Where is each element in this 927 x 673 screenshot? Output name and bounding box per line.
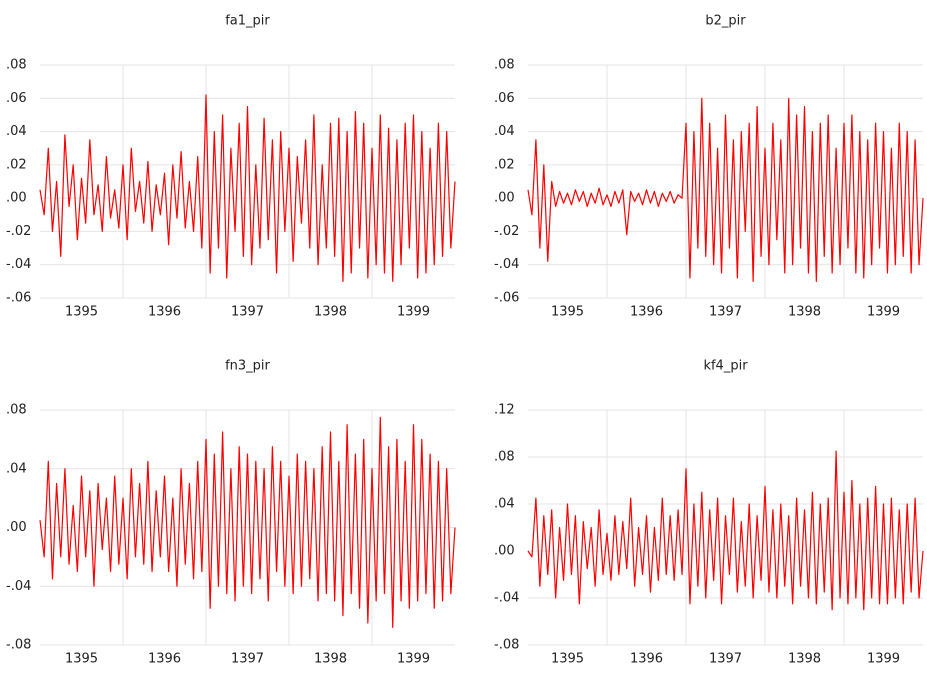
y-tick-label: .04 (494, 124, 515, 139)
y-tick-label: .00 (494, 544, 515, 559)
y-tick-label: .00 (494, 191, 515, 206)
y-tick-label: .08 (494, 58, 515, 73)
data-line (40, 95, 455, 281)
x-tick-label: 1397 (231, 305, 264, 320)
x-tick-label: 1396 (148, 305, 181, 320)
panel-title: b2_pir (705, 14, 746, 29)
y-tick-label: .04 (494, 497, 515, 512)
y-tick-label: .06 (6, 91, 27, 106)
y-tick-label: .08 (6, 58, 27, 73)
x-tick-label: 1396 (630, 652, 663, 667)
x-tick-label: 1397 (231, 652, 264, 667)
y-tick-label: .00 (6, 520, 27, 535)
y-tick-label: -.08 (6, 638, 31, 653)
x-tick-label: 1396 (630, 305, 663, 320)
data-line (528, 98, 923, 281)
x-tick-label: 1398 (314, 652, 347, 667)
x-tick-label: 1395 (65, 305, 98, 320)
x-tick-label: 1399 (397, 305, 430, 320)
x-tick-label: 1396 (148, 652, 181, 667)
y-tick-label: .08 (494, 450, 515, 465)
data-line (40, 417, 455, 627)
x-tick-label: 1397 (709, 652, 742, 667)
x-tick-label: 1398 (788, 305, 821, 320)
x-tick-label: 1398 (788, 652, 821, 667)
y-tick-label: -.02 (6, 224, 31, 239)
y-tick-label: -.04 (6, 579, 31, 594)
y-tick-label: .02 (6, 157, 27, 172)
y-tick-label: -.02 (494, 224, 519, 239)
x-tick-label: 1395 (65, 652, 98, 667)
y-tick-label: .04 (6, 461, 27, 476)
y-tick-label: -.08 (494, 638, 519, 653)
x-tick-label: 1398 (314, 305, 347, 320)
x-tick-label: 1399 (867, 652, 900, 667)
x-tick-label: 1395 (551, 305, 584, 320)
y-tick-label: .04 (6, 124, 27, 139)
y-tick-label: -.04 (494, 257, 519, 272)
panel-title: fa1_pir (225, 14, 270, 29)
y-tick-label: .06 (494, 91, 515, 106)
y-tick-label: .02 (494, 157, 515, 172)
y-tick-label: .08 (6, 403, 27, 418)
x-tick-label: 1399 (397, 652, 430, 667)
x-tick-label: 1397 (709, 305, 742, 320)
panel-title: kf4_pir (703, 359, 748, 374)
y-tick-label: -.06 (6, 291, 31, 306)
y-tick-label: .00 (6, 191, 27, 206)
panel-title: fn3_pir (225, 359, 270, 374)
y-tick-label: -.04 (494, 591, 519, 606)
x-tick-label: 1395 (551, 652, 584, 667)
data-line (528, 451, 923, 610)
y-tick-label: -.04 (6, 257, 31, 272)
y-tick-label: -.06 (494, 291, 519, 306)
y-tick-label: .12 (494, 403, 515, 418)
x-tick-label: 1399 (867, 305, 900, 320)
chart-grid: fa1_pir -.06 -.04 -.02 .00 .02 .04 .06 .08 1395 13… (0, 0, 927, 673)
